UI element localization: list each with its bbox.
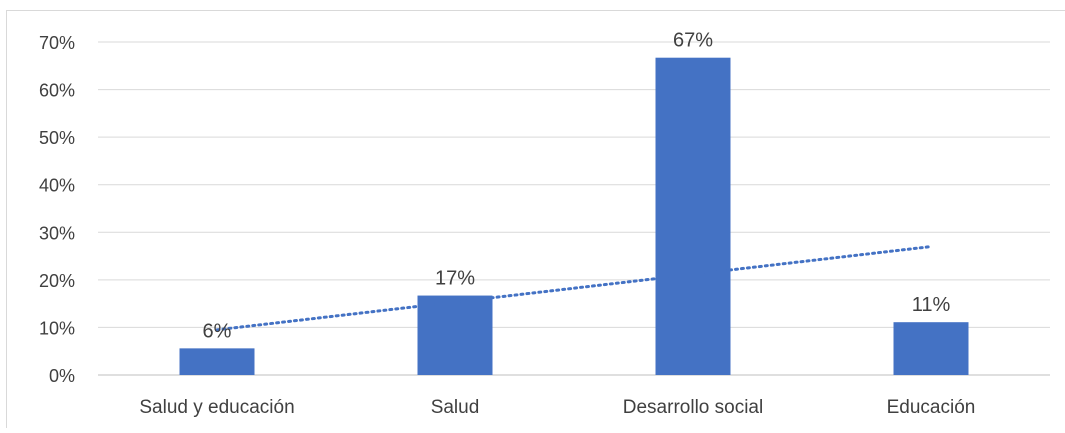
x-tick-label: Salud y educación	[139, 397, 294, 418]
data-label: 11%	[912, 294, 951, 316]
data-label: 67%	[673, 30, 713, 52]
x-tick-label: Desarrollo social	[623, 397, 763, 418]
bar	[417, 295, 493, 375]
bar	[655, 57, 731, 375]
x-tick-label: Educación	[887, 397, 976, 418]
y-tick-label: 40%	[39, 176, 75, 196]
trendline	[215, 245, 933, 332]
bar	[179, 348, 255, 375]
y-tick-label: 20%	[39, 271, 75, 291]
x-tick-label: Salud	[431, 397, 480, 418]
y-tick-label: 0%	[49, 366, 75, 386]
y-tick-label: 60%	[39, 81, 75, 101]
data-label: 6%	[203, 320, 232, 342]
bar	[893, 322, 969, 375]
y-tick-label: 10%	[39, 318, 75, 338]
y-tick-label: 70%	[39, 33, 75, 53]
data-label: 17%	[435, 268, 475, 290]
y-tick-label: 50%	[39, 128, 75, 148]
y-tick-label: 30%	[39, 223, 75, 243]
